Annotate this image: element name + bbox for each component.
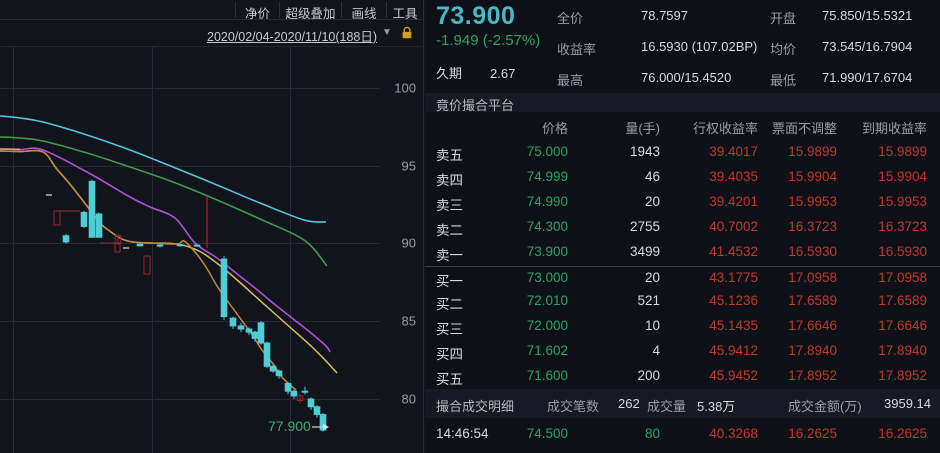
svg-text:77.900: 77.900 (268, 418, 311, 434)
